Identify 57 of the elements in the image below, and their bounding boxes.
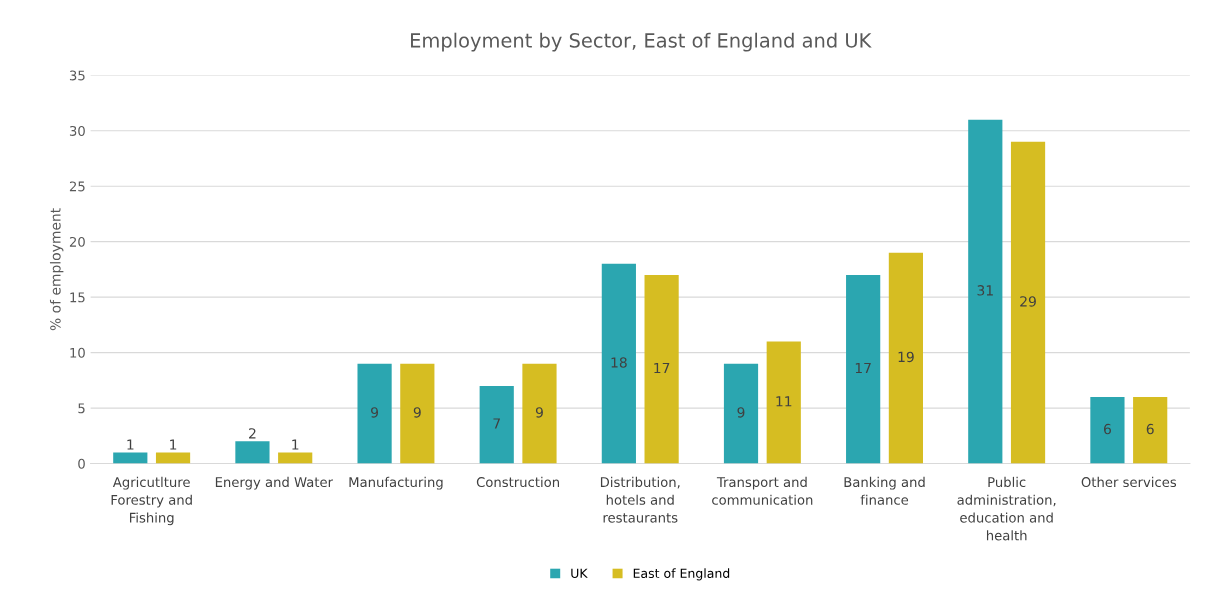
bar bbox=[522, 363, 557, 464]
y-tick-label: 0 bbox=[78, 458, 85, 469]
legend-label: UK bbox=[571, 568, 588, 578]
data-label: 19 bbox=[898, 351, 914, 363]
data-label: 9 bbox=[737, 407, 745, 418]
bar bbox=[766, 341, 801, 464]
bar bbox=[644, 274, 679, 464]
y-tick-label: 5 bbox=[78, 403, 85, 414]
bar bbox=[968, 119, 1003, 464]
y-tick-label: 10 bbox=[70, 347, 85, 358]
x-tick-label: Agricutlture Forestry and Fishing bbox=[111, 476, 192, 526]
data-label: 31 bbox=[977, 285, 993, 296]
data-label: 11 bbox=[776, 396, 792, 407]
data-label: 6 bbox=[1146, 423, 1154, 435]
data-label: 9 bbox=[413, 407, 421, 418]
y-axis-title: % of employment bbox=[49, 208, 64, 331]
data-label: 17 bbox=[654, 362, 670, 374]
x-tick-label: Energy and Water bbox=[215, 476, 334, 490]
y-tick-label: 35 bbox=[69, 70, 85, 81]
data-label: 7 bbox=[493, 418, 500, 429]
bar bbox=[601, 263, 636, 464]
data-label: 2 bbox=[249, 428, 256, 439]
data-label: 9 bbox=[535, 407, 543, 418]
legend-label: East of England bbox=[633, 568, 730, 581]
bar bbox=[1090, 396, 1125, 464]
x-tick-label: Banking and finance bbox=[844, 476, 925, 505]
data-label: 17 bbox=[855, 362, 871, 374]
x-tick-label: Public administration, education and health bbox=[957, 476, 1056, 541]
x-tick-label: Transport and communication bbox=[712, 476, 813, 505]
data-label: 9 bbox=[371, 407, 379, 418]
data-label: 18 bbox=[611, 357, 627, 368]
bar bbox=[1010, 141, 1046, 464]
x-tick-label: Manufacturing bbox=[349, 476, 443, 490]
y-tick-label: 30 bbox=[69, 125, 85, 136]
data-label: 1 bbox=[127, 439, 134, 450]
y-tick-label: 20 bbox=[69, 236, 85, 247]
bar bbox=[846, 274, 881, 464]
bar bbox=[357, 363, 392, 464]
data-label: 29 bbox=[1020, 296, 1036, 307]
chart-title: Employment by Sector, East of England and UK bbox=[411, 32, 872, 52]
data-label: 1 bbox=[292, 439, 299, 450]
bar bbox=[888, 252, 923, 464]
x-tick-label: Construction bbox=[476, 476, 559, 488]
bar bbox=[278, 452, 313, 464]
bar bbox=[113, 452, 148, 464]
x-tick-label: Other services bbox=[1081, 476, 1177, 488]
data-label: 1 bbox=[170, 439, 177, 450]
bar bbox=[400, 363, 435, 464]
bar bbox=[479, 385, 514, 464]
bar bbox=[1133, 396, 1168, 464]
bar bbox=[723, 363, 759, 464]
data-label: 6 bbox=[1103, 423, 1111, 435]
bar bbox=[235, 441, 270, 464]
y-tick-label: 15 bbox=[70, 292, 85, 303]
bar bbox=[155, 452, 191, 464]
y-tick-label: 25 bbox=[69, 181, 85, 192]
x-tick-label: Distribution, hotels and restaurants bbox=[600, 476, 680, 523]
